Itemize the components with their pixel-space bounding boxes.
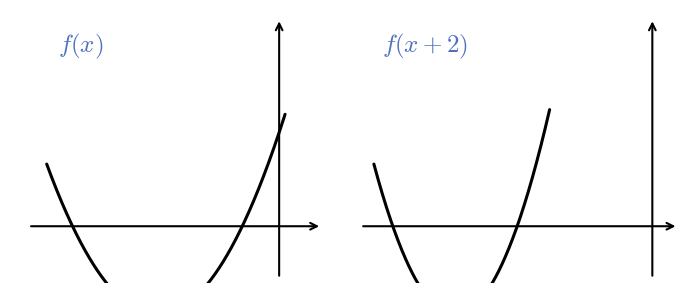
- Text: $f(x)$: $f(x)$: [58, 32, 103, 61]
- Text: $f(x+2)$: $f(x+2)$: [382, 32, 468, 61]
